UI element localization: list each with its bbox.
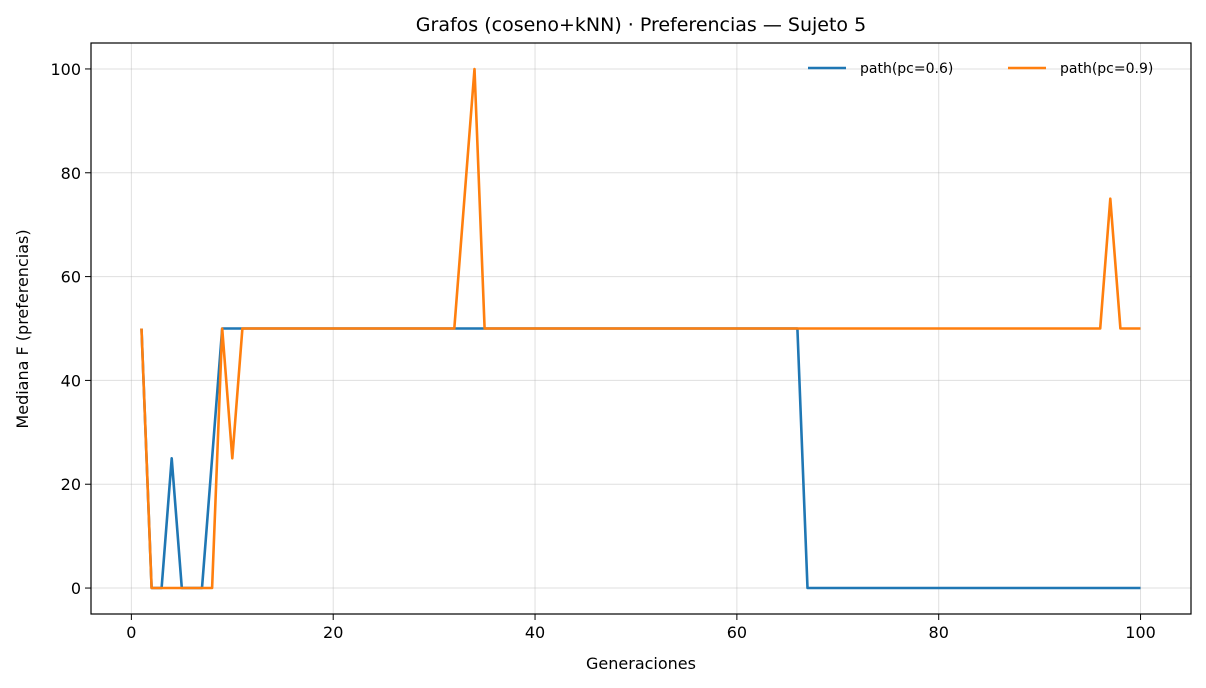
y-tick-label: 80 [61,164,81,183]
legend: path(pc=0.6) path(pc=0.9) [808,61,1153,77]
x-tick-label: 100 [1125,623,1156,642]
chart-title: Grafos (coseno+kNN) · Preferencias — Suj… [416,14,866,36]
x-tick-label: 60 [727,623,747,642]
y-tick-label: 40 [61,371,81,390]
x-tick-label: 0 [126,623,136,642]
plot-frame [90,42,1192,615]
x-tick-label: 20 [323,623,343,642]
x-tick-label: 80 [929,623,949,642]
series-line-1 [140,67,1141,590]
x-axis-label: Generaciones [586,654,696,673]
y-tick-label: 100 [50,60,81,79]
y-tick-label: 20 [61,475,81,494]
ticks: 0 20 40 60 80 100 0 20 40 60 80 100 [50,60,1155,642]
x-tick-label: 40 [525,623,545,642]
legend-label-0: path(pc=0.6) [860,61,953,77]
series-layer [140,67,1141,590]
y-axis-label: Mediana F (preferencias) [13,229,32,428]
legend-label-1: path(pc=0.9) [1060,61,1153,77]
y-tick-label: 0 [71,579,81,598]
y-tick-label: 60 [61,268,81,287]
